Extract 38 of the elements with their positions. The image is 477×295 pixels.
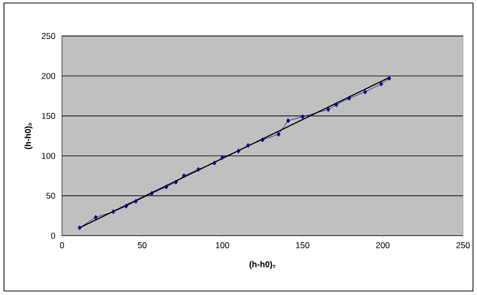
x-tick-label: 150 (296, 242, 310, 248)
point (164, 184, 168, 190)
point (212, 160, 216, 166)
y-tick-label: 50 (46, 192, 56, 199)
point (326, 107, 330, 112)
point (124, 204, 128, 209)
point (260, 137, 264, 142)
point (134, 198, 138, 204)
x-tick-label: 200 (376, 242, 390, 248)
point (150, 190, 154, 196)
point (379, 81, 384, 86)
point (246, 142, 250, 148)
point (276, 132, 280, 137)
x-tick-label: 250 (456, 242, 470, 248)
x-axis-title: (h-h0)$_{т}$ (249, 261, 276, 269)
point (236, 148, 240, 154)
point (347, 96, 352, 101)
y-axis-title: (h-h0)$_{э}$ (24, 122, 33, 150)
point (220, 154, 224, 160)
point (78, 225, 82, 230)
point (286, 118, 290, 124)
x-tick-label: 0 (60, 242, 64, 248)
y-tick-label: 250 (42, 33, 56, 39)
point (182, 173, 186, 178)
point (363, 89, 368, 94)
y-tick-label: 200 (42, 72, 56, 79)
y-tick-label: 150 (42, 112, 56, 119)
x-tick-label: 100 (216, 242, 230, 248)
point (94, 214, 98, 220)
x-tick-label: 50 (138, 242, 147, 248)
point (196, 166, 200, 172)
point (334, 102, 338, 108)
y-tick-label: 0 (51, 232, 56, 239)
point (387, 76, 392, 81)
y-tick-label: 100 (42, 152, 56, 159)
point (111, 209, 116, 214)
point (300, 114, 305, 120)
point (174, 180, 178, 185)
